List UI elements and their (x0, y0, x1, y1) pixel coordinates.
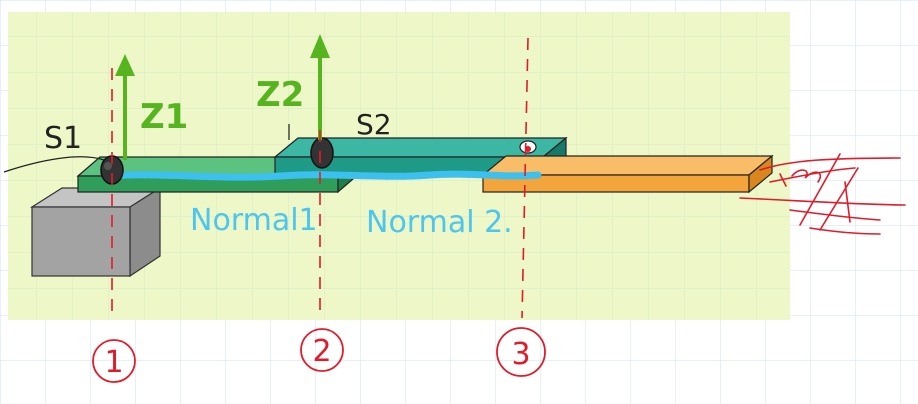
beam-right (481, 154, 774, 194)
label-z2: Z2 (256, 75, 304, 115)
section-line-3 (521, 37, 529, 319)
arrow-z2 (310, 34, 330, 140)
section-marker-3: 3 (496, 327, 546, 377)
section-marker-1-label: 1 (104, 345, 123, 380)
water-line (104, 170, 542, 181)
label-z1: Z1 (140, 97, 188, 137)
section-marker-2-label: 2 (312, 334, 331, 369)
section-marker-2: 2 (300, 328, 344, 372)
red-scribble (739, 153, 906, 235)
label-s2: S2 (356, 108, 392, 141)
section-marker-1: 1 (92, 339, 136, 383)
label-s1: S1 (44, 121, 82, 156)
arrow-z1 (115, 54, 135, 160)
label-normal1: Normal1 (190, 203, 318, 238)
point-s2 (310, 137, 334, 169)
support-block (29, 186, 163, 278)
section-marker-3-label: 3 (511, 337, 530, 372)
point-s3 (519, 140, 537, 154)
s1-leader-line (3, 156, 105, 173)
beam-middle (273, 136, 568, 177)
label-normal2: Normal 2. (366, 205, 513, 240)
